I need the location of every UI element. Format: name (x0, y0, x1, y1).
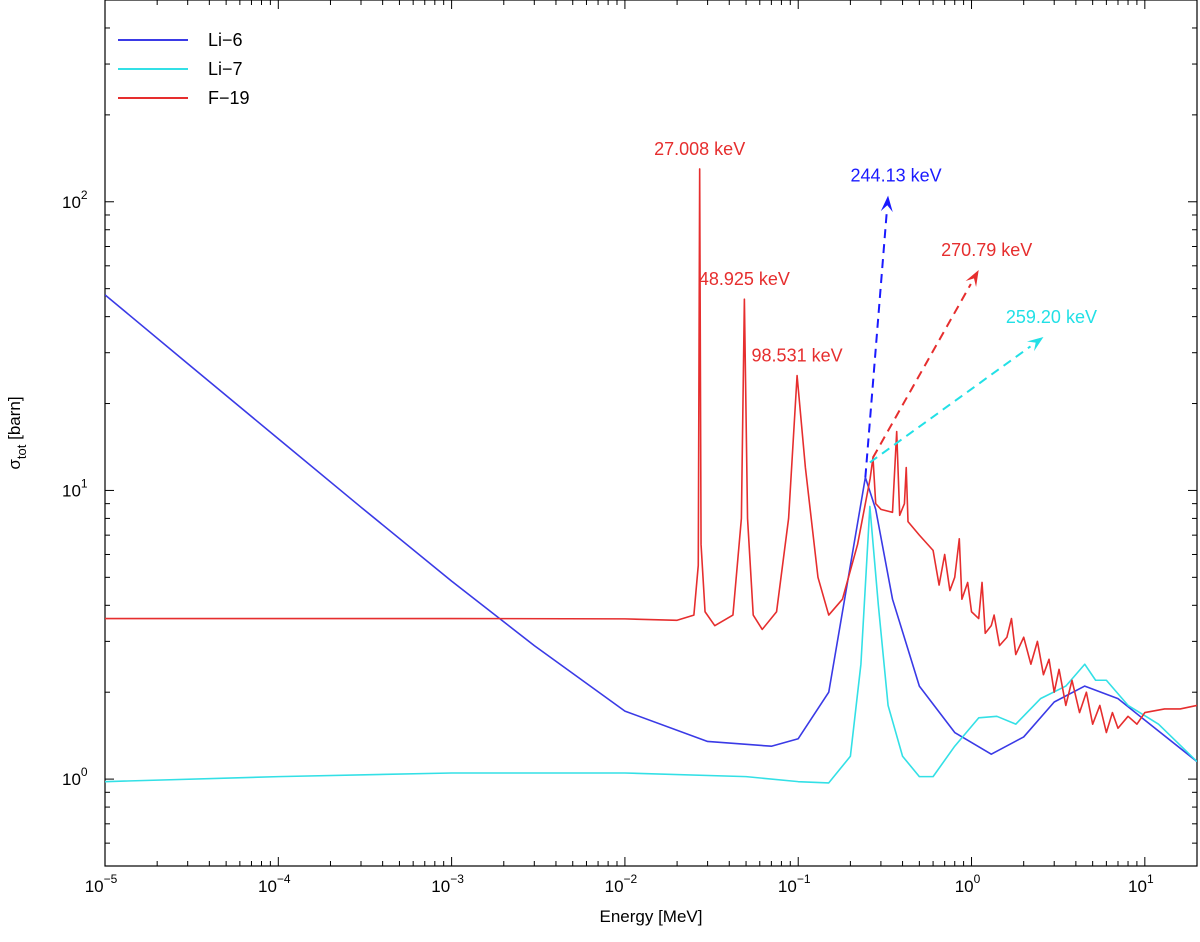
y-tick-exponent: 0 (81, 765, 88, 779)
legend-label-li6: Li−6 (208, 30, 243, 50)
x-tick-base: 10 (955, 877, 974, 896)
legend-label-f19: F−19 (208, 88, 250, 108)
arrow-shaft (872, 283, 972, 459)
x-tick-exponent: −4 (277, 872, 291, 886)
x-tick-exponent: −1 (797, 872, 811, 886)
y-tick-base: 10 (62, 770, 81, 789)
x-tick-base: 10 (605, 877, 624, 896)
x-tick-label: 10−3 (431, 872, 464, 896)
x-tick-label: 10−1 (778, 872, 811, 896)
x-tick-label: 10−4 (258, 872, 291, 896)
y-axis-title-subscript: tot (14, 444, 29, 459)
x-tick-label: 100 (955, 872, 981, 896)
arrow-head (965, 270, 979, 287)
series-line-1 (105, 505, 1197, 784)
x-tick-base: 10 (1128, 877, 1147, 896)
series-line-2 (105, 168, 1197, 734)
arrow-head (880, 195, 893, 213)
arrow-head (1026, 337, 1044, 352)
x-tick-base: 10 (431, 877, 450, 896)
x-tick-label: 101 (1128, 872, 1154, 896)
series-line-0 (105, 294, 1197, 763)
arrow-label: 270.79 keV (941, 240, 1032, 260)
y-tick-base: 10 (62, 193, 81, 212)
x-tick-label: 10−2 (605, 872, 638, 896)
x-tick-exponent: −3 (450, 872, 464, 886)
y-axis-title: σtot [barn] (5, 396, 29, 469)
x-tick-exponent: −2 (624, 872, 638, 886)
legend-label-li7: Li−7 (208, 59, 243, 79)
x-tick-exponent: −5 (104, 872, 118, 886)
x-tick-base: 10 (778, 877, 797, 896)
y-axis-title-symbol: σ (5, 459, 24, 470)
x-tick-base: 10 (85, 877, 104, 896)
x-tick-label: 10−5 (85, 872, 118, 896)
arrow-shaft (869, 345, 1032, 464)
y-tick-label: 102 (62, 188, 88, 212)
annotation-group: 27.008 keV 48.925 keV 98.531 keV 244.13 keV… (654, 139, 1097, 478)
legend: Li−6 Li−7 F−19 (118, 30, 250, 108)
y-tick-exponent: 2 (81, 188, 88, 202)
peak-label: 48.925 keV (699, 269, 790, 289)
y-tick-label: 100 (62, 765, 88, 789)
x-tick-exponent: 1 (1147, 872, 1154, 886)
y-tick-label: 101 (62, 476, 88, 500)
plot-frame (104, 0, 1198, 867)
y-tick-base: 10 (62, 481, 81, 500)
x-tick-exponent: 0 (974, 872, 981, 886)
y-axis-title-unit: [barn] (5, 396, 24, 444)
peak-label: 98.531 keV (752, 346, 843, 366)
peak-label: 27.008 keV (654, 139, 745, 159)
arrow-label: 244.13 keV (851, 166, 942, 186)
x-axis-title: Energy [MeV] (600, 907, 703, 926)
series-group (105, 168, 1197, 784)
x-tick-base: 10 (258, 877, 277, 896)
y-tick-exponent: 1 (81, 476, 88, 490)
arrow-label: 259.20 keV (1006, 307, 1097, 327)
